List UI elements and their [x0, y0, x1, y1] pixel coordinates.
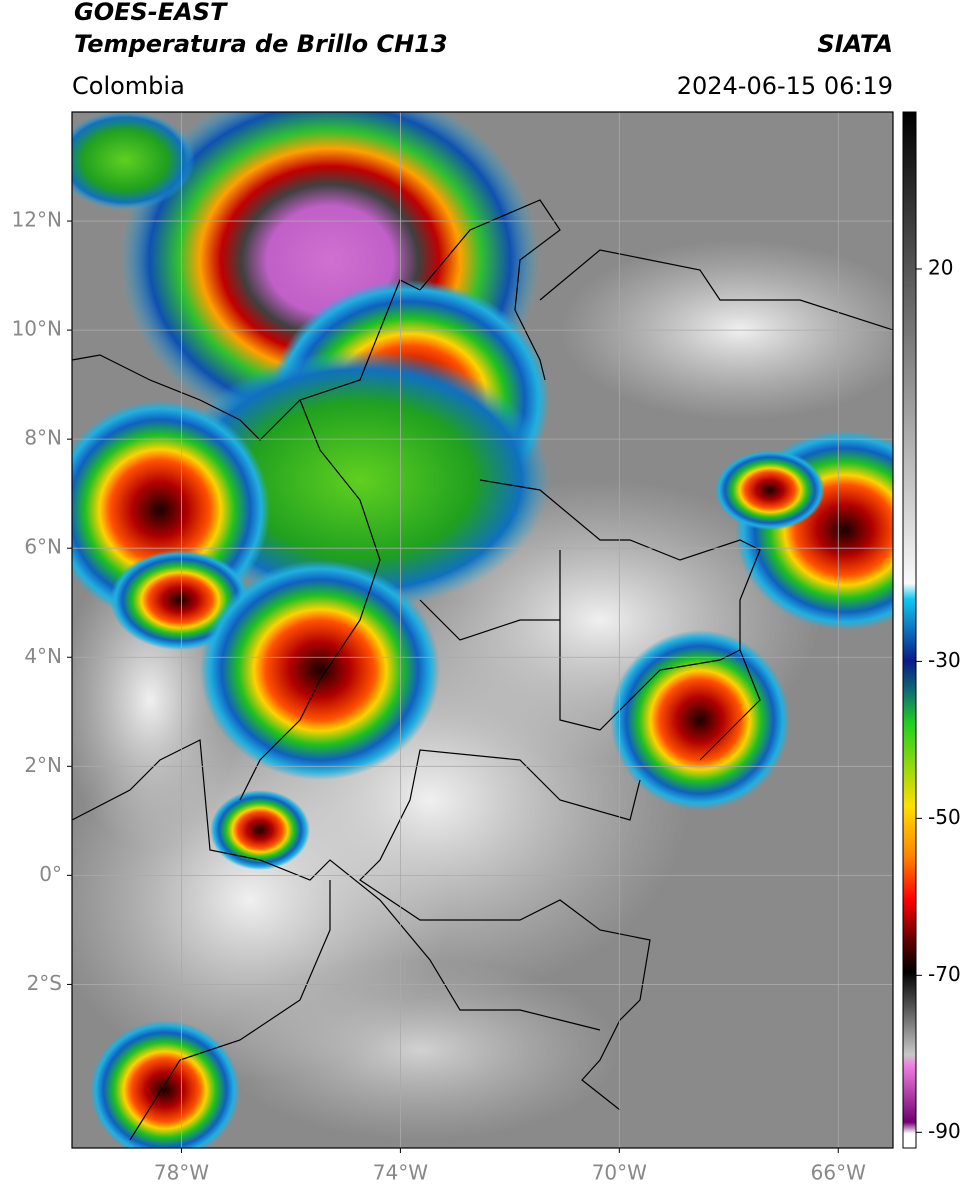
colorbar — [902, 111, 917, 1149]
y-tick-label: 2°S — [27, 971, 62, 995]
region: Colombia — [72, 72, 185, 100]
x-tick-label: 66°W — [811, 1161, 866, 1185]
x-tick-label: 78°W — [154, 1161, 209, 1185]
map-frame — [71, 111, 894, 1149]
colorbar-tick-label: -30 — [928, 648, 961, 672]
colorbar-tick-label: -90 — [928, 1119, 961, 1143]
y-tick-label: 10°N — [12, 317, 62, 341]
colorbar-tick-label: -70 — [928, 962, 961, 986]
colorbar-tick-label: 20 — [928, 255, 953, 279]
y-tick-label: 0° — [39, 862, 62, 886]
y-tick-label: 6°N — [24, 535, 62, 559]
y-tick-label: 12°N — [12, 208, 62, 232]
x-tick-label: 70°W — [592, 1161, 647, 1185]
source: SIATA — [817, 30, 893, 58]
satellite: GOES-EAST — [74, 0, 228, 26]
colorbar-tick-label: -50 — [928, 805, 961, 829]
graticule — [72, 112, 893, 1148]
satellite-image — [72, 112, 893, 1148]
y-tick-label: 2°N — [24, 753, 62, 777]
x-tick-label: 74°W — [373, 1161, 428, 1185]
y-tick-label: 8°N — [24, 426, 62, 450]
product: Temperatura de Brillo CH13 — [74, 30, 448, 58]
y-tick-label: 4°N — [24, 644, 62, 668]
timestamp: 2024-06-15 06:19 — [677, 72, 893, 100]
